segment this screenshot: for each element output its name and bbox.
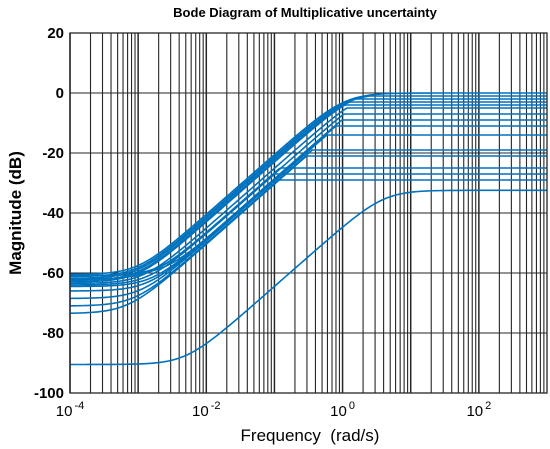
chart-title: Bode Diagram of Multiplicative uncertain… [173, 5, 437, 20]
x-tick-label: 10 -4 [56, 400, 84, 420]
series-line-4 [69, 101, 547, 282]
y-tick-label: -100 [34, 385, 64, 402]
x-axis-label: Frequency (rad/s) [241, 426, 380, 445]
series-line-16 [70, 189, 547, 366]
series-line-5 [69, 104, 547, 283]
series-line-7 [69, 113, 547, 286]
y-axis-label: Magnitude (dB) [6, 151, 25, 275]
series-line-15 [70, 179, 547, 277]
y-tick-label: 20 [47, 25, 64, 42]
series-line-12 [69, 155, 547, 315]
x-tick-label: 10 2 [466, 400, 491, 420]
y-tick-label: -20 [42, 145, 64, 162]
series-line-11 [69, 149, 547, 307]
plot-frame [69, 32, 548, 394]
series-line-3 [69, 98, 547, 280]
x-tick-label: 10 0 [330, 400, 355, 420]
y-tick-label: -40 [42, 205, 64, 222]
y-tick-label: 0 [56, 85, 64, 102]
series-group [69, 92, 547, 366]
series-line-1 [69, 92, 547, 276]
y-tick-label: -80 [42, 325, 64, 342]
series-line-14 [69, 173, 547, 277]
x-tick-labels: 10 -4 10 -2 10 0 10 2 [56, 400, 492, 420]
y-tick-label: -60 [42, 265, 64, 282]
x-tick-label: 10 -2 [192, 400, 220, 420]
series-line-10 [69, 134, 547, 300]
series-line-9 [69, 125, 547, 292]
series-line-2 [69, 95, 547, 278]
y-tick-labels: 20 0 -20 -40 -60 -80 -100 [34, 25, 64, 402]
